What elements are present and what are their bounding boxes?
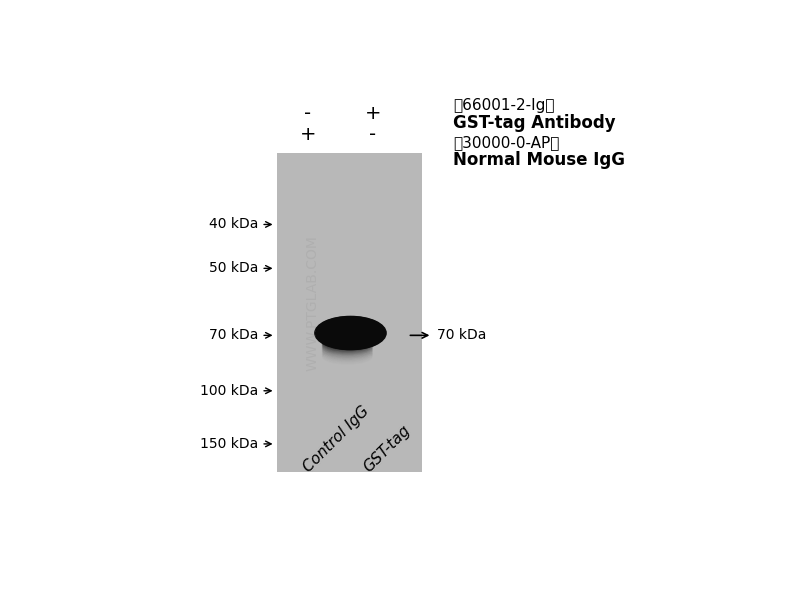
- Text: GST-tag Antibody: GST-tag Antibody: [454, 114, 616, 132]
- Ellipse shape: [320, 319, 381, 347]
- Text: +: +: [365, 104, 381, 123]
- Text: Normal Mouse IgG: Normal Mouse IgG: [454, 151, 626, 169]
- Ellipse shape: [325, 321, 376, 345]
- Ellipse shape: [316, 317, 385, 349]
- Ellipse shape: [317, 317, 385, 349]
- Text: -: -: [370, 125, 376, 144]
- Ellipse shape: [323, 320, 378, 346]
- Ellipse shape: [318, 317, 383, 349]
- Ellipse shape: [318, 318, 383, 348]
- Text: （30000-0-AP）: （30000-0-AP）: [454, 135, 560, 150]
- Ellipse shape: [315, 317, 386, 349]
- Ellipse shape: [322, 319, 380, 347]
- Ellipse shape: [317, 317, 384, 349]
- Text: GST-tag: GST-tag: [360, 422, 413, 475]
- Ellipse shape: [318, 318, 382, 348]
- Ellipse shape: [325, 321, 377, 345]
- Text: 70 kDa: 70 kDa: [437, 328, 486, 343]
- Bar: [277, 153, 422, 472]
- Ellipse shape: [315, 316, 386, 350]
- Text: 40 kDa: 40 kDa: [209, 217, 258, 232]
- Ellipse shape: [322, 338, 372, 353]
- Ellipse shape: [320, 319, 382, 347]
- Ellipse shape: [323, 320, 378, 346]
- Ellipse shape: [322, 342, 372, 357]
- Ellipse shape: [322, 337, 372, 352]
- Text: 50 kDa: 50 kDa: [209, 262, 258, 275]
- Text: WWW.PTGLAB.COM: WWW.PTGLAB.COM: [305, 235, 319, 371]
- Text: （66001-2-Ig）: （66001-2-Ig）: [454, 98, 555, 113]
- Ellipse shape: [319, 319, 382, 347]
- Ellipse shape: [324, 320, 377, 346]
- Ellipse shape: [322, 334, 372, 349]
- Ellipse shape: [322, 341, 372, 356]
- Ellipse shape: [321, 319, 380, 347]
- Text: 70 kDa: 70 kDa: [209, 328, 258, 343]
- Text: Control IgG: Control IgG: [300, 403, 372, 475]
- Text: +: +: [299, 125, 316, 144]
- Ellipse shape: [322, 320, 378, 346]
- Ellipse shape: [322, 340, 372, 355]
- Ellipse shape: [322, 320, 379, 346]
- Text: 100 kDa: 100 kDa: [200, 384, 258, 398]
- Ellipse shape: [322, 335, 372, 350]
- Text: -: -: [304, 104, 311, 123]
- Text: 150 kDa: 150 kDa: [200, 437, 258, 451]
